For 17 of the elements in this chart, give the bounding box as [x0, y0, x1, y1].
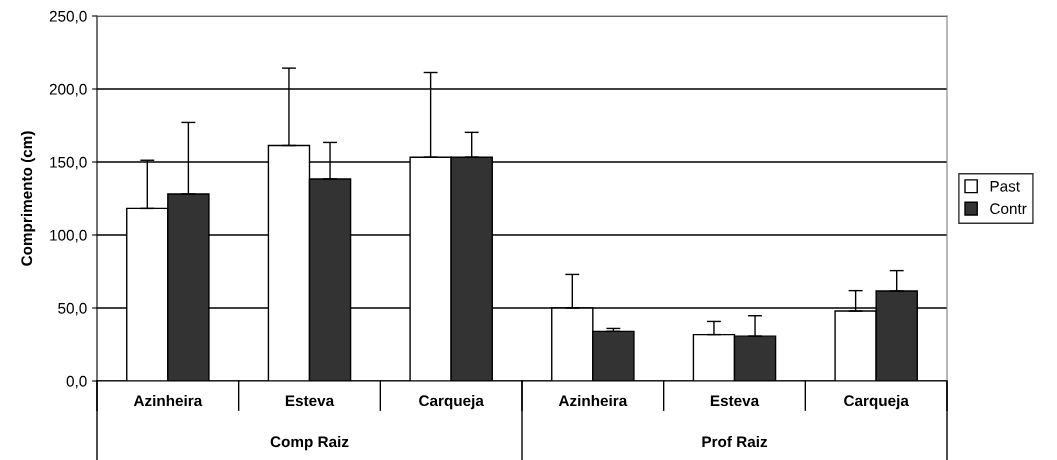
- x-tick-label: Carqueja: [844, 394, 909, 410]
- x-tick-label: Azinheira: [133, 394, 203, 407]
- y-tick-label: 250,0: [49, 10, 87, 24]
- x-tick-label: Esteva: [285, 395, 335, 407]
- y-tick-label: 200,0: [49, 83, 87, 97]
- text: Comp Raiz: [270, 435, 349, 451]
- y-tick-label: 100,0: [50, 229, 87, 243]
- y-tick-label: 50,0: [58, 302, 87, 316]
- x-tick-label: Esteva: [710, 395, 760, 407]
- legend-label: Past: [990, 181, 1020, 192]
- text: Prof Raiz: [702, 435, 768, 448]
- x-tick-label: Azinheira: [558, 394, 628, 407]
- x-tick-label: Carqueja: [419, 394, 484, 410]
- y-tick-label: 0,0: [66, 375, 87, 389]
- legend-label: Contr: [990, 203, 1027, 215]
- y-tick-label: 150,0: [50, 156, 87, 170]
- y-axis-title: Comprimento (cm): [20, 131, 36, 266]
